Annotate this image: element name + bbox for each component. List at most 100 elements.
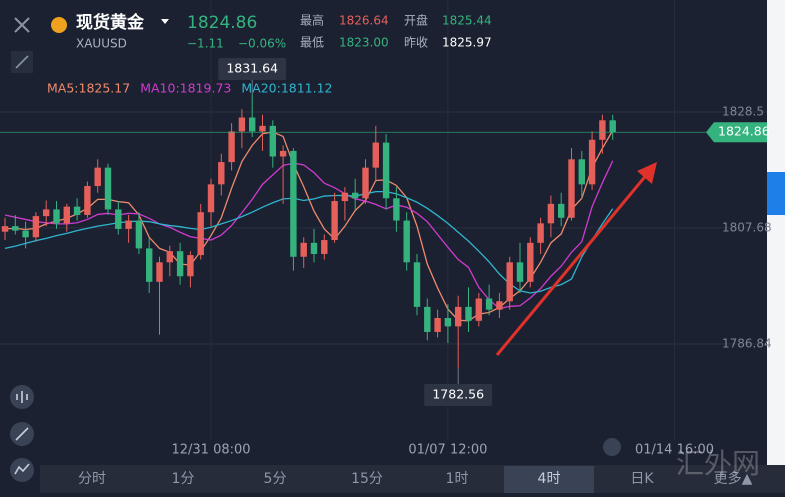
trend-arrow [495,162,657,356]
callout-box [218,58,287,80]
legend-entry: MA10:1819.73 [140,81,231,96]
candle-body [321,240,328,254]
candle-body [588,139,596,185]
candle-body [43,209,50,217]
stat-value: 1825.44 [442,14,492,28]
legend-entry: MA20:1811.12 [241,81,332,96]
candle-body [413,262,421,307]
stat-value: 1823.00 [339,36,389,50]
stat-value: 1826.64 [339,14,389,28]
candle-body [382,142,390,199]
legend-entry: MA5:1825.17 [47,81,130,96]
candle-body [372,142,379,168]
stat-label: 昨收 [404,36,428,50]
candle-body [547,203,555,224]
candle-body [444,318,452,327]
candle-body [279,150,287,157]
candle-body [578,159,585,185]
candle-body [207,184,215,213]
candle-body [115,209,122,229]
dropdown-arrow[interactable] [161,19,169,24]
candle-body [310,242,318,254]
candle-body [259,125,266,132]
last-price: 1824.86 [187,13,257,33]
change-pct: −0.06% [238,37,286,51]
candle-body [465,306,472,321]
callout-box [424,384,493,406]
candle-body [94,167,101,187]
tool-icons [14,391,30,475]
period-tab[interactable]: 1时 [446,471,469,487]
y-tick-label: 1807.68 [722,220,772,234]
side-strip [767,0,785,465]
close-button[interactable] [14,17,30,33]
candle-body [146,248,153,282]
y-tick-label: 1786.84 [722,336,772,350]
candle-body [12,226,19,231]
x-tick-label: 01/14 16:00 [635,443,714,458]
candle-body [166,251,173,263]
candle-body [125,220,132,229]
candle-body [393,198,400,221]
price-tag [706,122,767,143]
price-tag-label: 1824.86 [718,124,770,139]
candle-body [558,203,565,218]
candle-body [341,192,349,202]
candle-body [496,301,503,310]
ma-line [4,160,614,310]
y-tick-label: 1828.5 [722,104,764,118]
period-tab[interactable]: 4时 [538,471,561,487]
period-tab[interactable]: 15分 [351,471,383,487]
candle-body [485,298,493,310]
candle-body [63,206,70,224]
stat-label: 开盘 [404,13,428,28]
side-tab[interactable] [767,172,785,215]
candle-body [300,242,307,257]
period-tab[interactable]: 5分 [264,471,287,487]
callout-label: 1782.56 [432,387,484,402]
expand-button[interactable] [11,51,33,73]
compare-button[interactable] [603,438,621,456]
candle-body [599,120,606,140]
candle-body [32,216,40,238]
candle-body [22,230,29,238]
candle-body [156,262,163,282]
candle-body [135,220,143,249]
candle-body [527,242,534,282]
candle-body [455,306,462,327]
selected-tab [504,466,594,493]
candle-body [197,212,204,256]
candle-body [187,255,194,277]
watermark: 汇外网 [676,447,760,480]
candle-body [352,192,359,199]
instrument-name[interactable]: 现货黄金 [76,12,145,33]
candle-body [1,226,9,232]
period-tab[interactable]: 分时 [78,471,106,487]
candle-body [424,306,431,332]
period-tab[interactable]: 1分 [172,471,195,487]
candle-body [73,206,81,215]
candle-body [218,162,225,185]
x-tick-label: 01/07 12:00 [408,443,487,458]
candle-body [53,209,60,224]
candle-body [269,125,276,157]
candle-body [568,159,575,218]
change: −1.11 [187,37,224,51]
period-tab[interactable]: 日K [630,471,654,487]
candle-body [228,131,235,163]
candle-body [238,117,246,132]
candle-body [537,223,544,243]
candle-body [403,220,410,263]
stat-label: 最低 [300,36,324,50]
candle-body [249,117,256,132]
x-tick-label: 12/31 08:00 [171,443,250,458]
period-tab[interactable]: 更多▲ [714,470,753,487]
gold-icon [51,17,67,33]
stat-value: 1825.97 [442,36,492,50]
plot-area: 1786.84 1807.68 1828.5 12/31 08:00 01/07 12:… [0,0,772,458]
candle-body [506,262,513,302]
candle-body [475,298,482,321]
candle-body [516,262,524,282]
candle-body [609,120,616,133]
